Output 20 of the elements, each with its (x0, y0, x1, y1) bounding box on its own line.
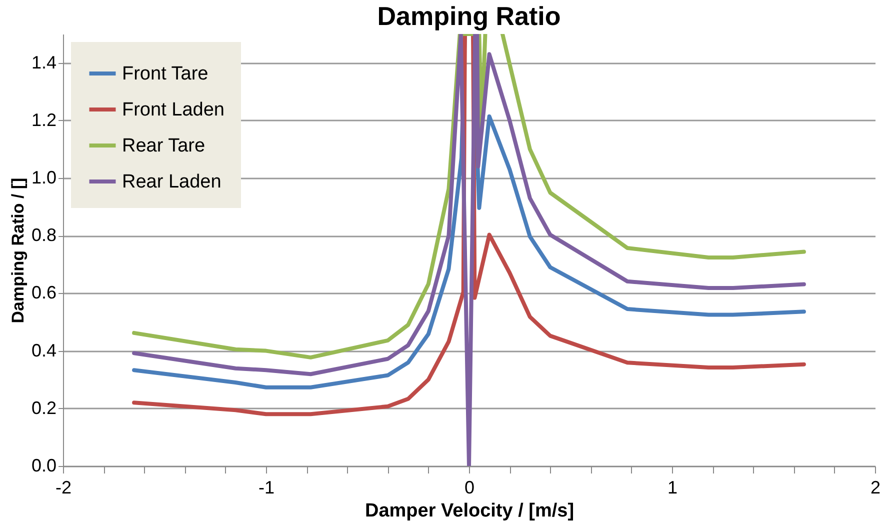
y-tick-label: 0.4 (31, 340, 56, 360)
y-tick-label: 0.0 (31, 456, 56, 476)
chart-title: Damping Ratio (377, 1, 561, 31)
legend-label: Rear Laden (122, 172, 222, 192)
y-tick-label: 0.2 (31, 398, 56, 418)
x-axis-title: Damper Velocity / [m/s] (364, 500, 574, 522)
y-tick-label: 1.0 (31, 168, 56, 188)
legend-label: Front Laden (122, 100, 224, 120)
legend-label: Rear Tare (122, 136, 206, 156)
y-tick-label: 1.2 (31, 110, 56, 130)
x-tick-label: -2 (55, 478, 72, 498)
y-tick-label: 0.6 (31, 282, 56, 303)
x-tick-label: 2 (870, 478, 881, 498)
x-tick-label: -1 (258, 478, 275, 498)
x-tick-label: 1 (667, 478, 678, 498)
y-tick-label: 1.4 (31, 52, 56, 72)
legend-label: Front Tare (122, 64, 208, 84)
y-tick-label: 0.8 (31, 225, 56, 246)
x-tick-label: 0 (464, 478, 475, 498)
y-axis-title: Damping Ratio / [] (8, 178, 28, 324)
